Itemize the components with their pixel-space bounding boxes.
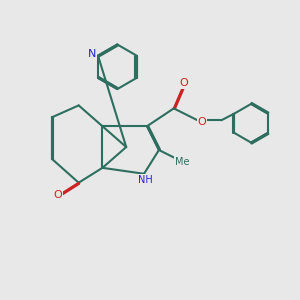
Text: O: O bbox=[180, 78, 189, 88]
Text: O: O bbox=[53, 190, 62, 200]
Text: O: O bbox=[198, 117, 206, 127]
Text: NH: NH bbox=[138, 175, 153, 185]
Text: N: N bbox=[88, 49, 96, 59]
Text: Me: Me bbox=[176, 157, 190, 167]
